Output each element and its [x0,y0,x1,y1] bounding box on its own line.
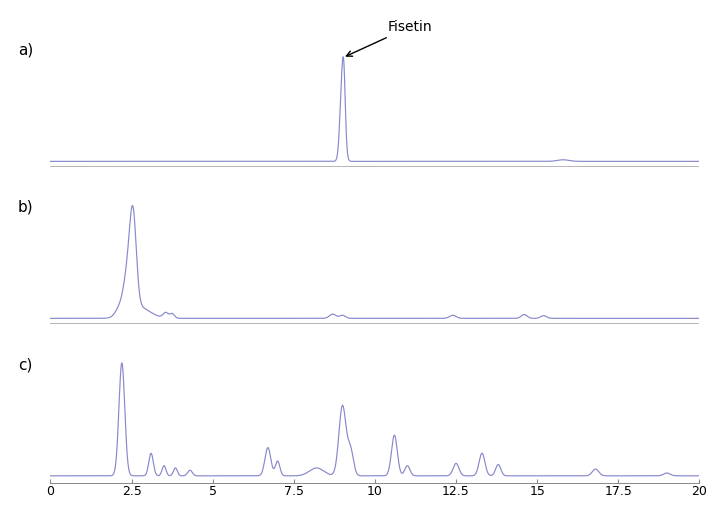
Text: a): a) [18,43,33,57]
Text: Fisetin: Fisetin [346,20,433,56]
Text: c): c) [18,358,32,372]
Text: b): b) [18,200,34,215]
